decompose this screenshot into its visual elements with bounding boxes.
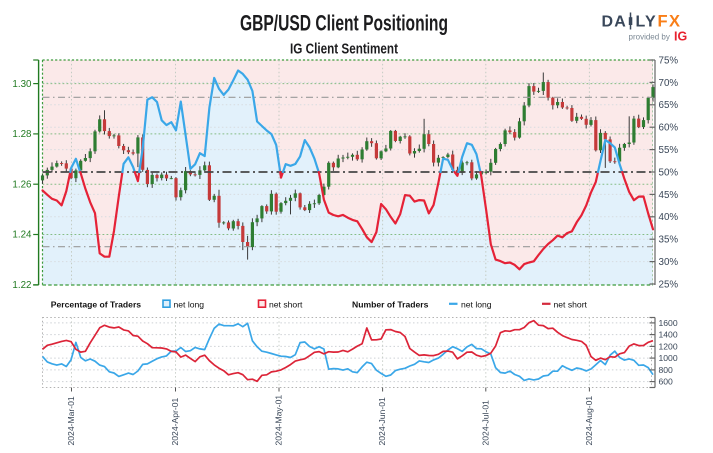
svg-text:provided by: provided by xyxy=(629,33,670,42)
svg-text:Number of Traders: Number of Traders xyxy=(352,300,429,310)
svg-text:IG Client Sentiment: IG Client Sentiment xyxy=(290,42,398,58)
svg-text:55%: 55% xyxy=(659,145,679,156)
svg-text:1.26: 1.26 xyxy=(12,179,32,190)
svg-text:1600: 1600 xyxy=(659,318,678,328)
svg-text:800: 800 xyxy=(659,365,674,375)
svg-text:FX: FX xyxy=(658,13,682,31)
svg-text:1.24: 1.24 xyxy=(12,230,32,241)
svg-text:2024-Mar-01: 2024-Mar-01 xyxy=(66,396,76,445)
svg-text:50%: 50% xyxy=(659,167,679,178)
svg-text:1.30: 1.30 xyxy=(12,79,32,90)
svg-text:GBP/USD Client Positioning: GBP/USD Client Positioning xyxy=(240,11,448,36)
svg-text:70%: 70% xyxy=(659,78,679,89)
svg-text:600: 600 xyxy=(659,377,674,387)
svg-text:25%: 25% xyxy=(659,279,679,290)
svg-text:LY: LY xyxy=(636,14,657,31)
svg-text:1.28: 1.28 xyxy=(12,129,32,140)
svg-text:45%: 45% xyxy=(659,190,679,201)
svg-text:2024-Apr-01: 2024-Apr-01 xyxy=(170,398,180,446)
svg-text:30%: 30% xyxy=(659,257,679,268)
svg-text:2024-Jun-01: 2024-Jun-01 xyxy=(377,397,387,445)
svg-text:IG: IG xyxy=(674,30,687,44)
svg-text:1000: 1000 xyxy=(659,353,678,363)
svg-text:40%: 40% xyxy=(659,212,679,223)
svg-text:net short: net short xyxy=(554,300,588,310)
svg-text:net short: net short xyxy=(269,300,303,310)
svg-text:2024-Aug-01: 2024-Aug-01 xyxy=(584,396,594,446)
svg-text:1.22: 1.22 xyxy=(12,280,31,291)
svg-text:1200: 1200 xyxy=(659,341,678,351)
svg-text:DA: DA xyxy=(602,14,628,31)
svg-text:65%: 65% xyxy=(659,100,679,111)
svg-text:2024-May-01: 2024-May-01 xyxy=(274,395,284,446)
svg-text:60%: 60% xyxy=(659,123,679,134)
svg-text:35%: 35% xyxy=(659,235,679,246)
svg-text:1400: 1400 xyxy=(659,330,678,340)
svg-text:net long: net long xyxy=(174,300,205,310)
svg-text:75%: 75% xyxy=(659,55,679,66)
svg-text:2024-Jul-01: 2024-Jul-01 xyxy=(480,400,490,446)
svg-text:net long: net long xyxy=(461,300,492,310)
svg-text:Percentage of Traders: Percentage of Traders xyxy=(51,300,141,310)
